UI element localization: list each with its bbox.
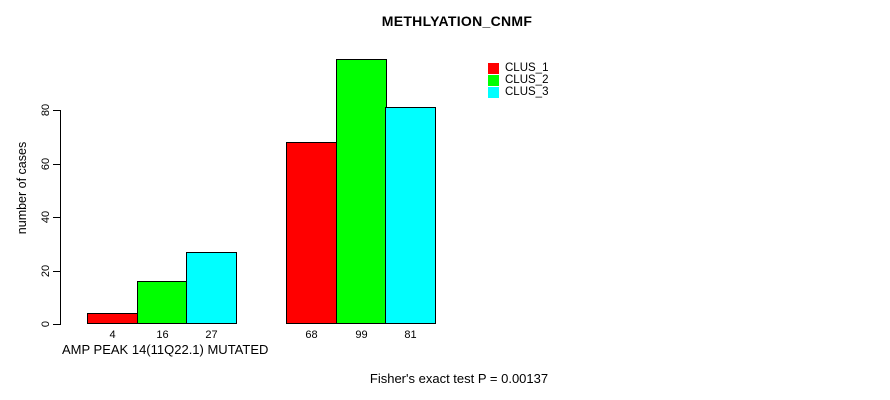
bar-clus_1-group2 [286,142,337,324]
bar-value-label: 99 [355,329,368,341]
y-axis-tick [53,324,61,325]
legend-item-label: CLUS_3 [505,86,549,98]
legend-item-clus_1: CLUS_1 [488,62,549,74]
bar-clus_2-group1 [137,281,188,324]
y-axis-tick-label: 20 [40,264,52,277]
y-axis-tick [53,270,61,272]
y-axis-label: number of cases [15,141,29,235]
bar-value-label: 68 [305,329,318,341]
chart-title: METHLYATION_CNMF [381,13,533,29]
y-axis-tick-label: 40 [40,210,52,224]
legend-item-clus_3: CLUS_3 [488,86,549,98]
x-axis-label: AMP PEAK 14(11Q22.1) MUTATED [62,342,269,357]
bar-clus_3-group2 [385,107,436,324]
bar-clus_2-group2 [336,59,387,324]
y-axis-tick [53,110,61,111]
legend: CLUS_1 CLUS_2 CLUS_3 [488,62,549,99]
y-axis-tick-label: 60 [40,157,52,170]
bar-value-label: 4 [109,329,116,341]
bar-clus_1-group1 [87,313,138,324]
y-axis-tick-label: 0 [40,320,52,328]
legend-item-label: CLUS_1 [505,62,549,74]
legend-item-label: CLUS_2 [505,74,549,86]
y-axis-tick [53,217,61,218]
bar-value-label: 27 [205,329,218,341]
bar-value-label: 81 [404,329,417,341]
y-axis-tick [53,163,61,165]
legend-color-swatch-icon [488,87,499,98]
y-axis-tick-label: 80 [40,103,52,117]
bar-value-label: 16 [156,329,169,341]
legend-color-swatch-icon [488,63,499,74]
legend-color-swatch-icon [488,75,499,86]
legend-item-clus_2: CLUS_2 [488,74,549,86]
footnote-text: Fisher's exact test P = 0.00137 [369,371,549,386]
bar-clus_3-group1 [186,252,237,324]
